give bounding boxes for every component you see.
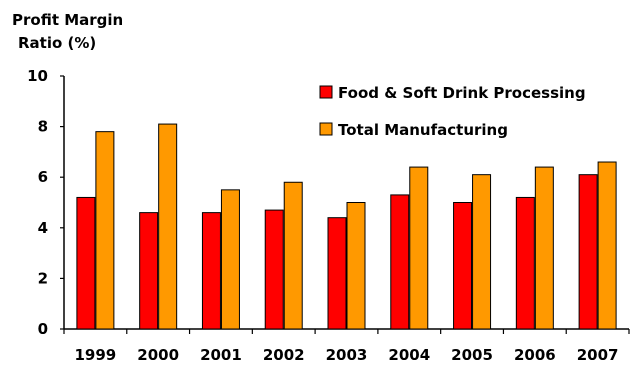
bar-total-manufacturing-2006 xyxy=(534,166,554,330)
x-tick-label: 2006 xyxy=(514,346,556,364)
bar-total-manufacturing-2001 xyxy=(220,189,240,330)
legend-label-food: Food & Soft Drink Processing xyxy=(338,84,586,102)
x-tick-label: 2001 xyxy=(200,346,242,364)
bar-food-2003 xyxy=(327,217,347,330)
x-tick-label: 2002 xyxy=(263,346,305,364)
y-tick-label: 8 xyxy=(38,118,48,136)
x-tick-label: 2000 xyxy=(137,346,179,364)
plot-area: 0 2 4 6 8 10 1999 2000 2001 2002 2003 2004 2005 2006 2… xyxy=(27,67,630,364)
x-tick-label: 2004 xyxy=(388,346,430,364)
y-tick-label: 10 xyxy=(27,67,48,85)
x-tick-label: 2005 xyxy=(451,346,493,364)
bar-food-2007 xyxy=(578,174,598,330)
bar-food-2002 xyxy=(264,209,284,330)
bar-total-manufacturing-1999 xyxy=(95,131,115,330)
bar-total-manufacturing-2003 xyxy=(346,202,366,330)
bar-total-manufacturing-2007 xyxy=(597,161,617,330)
bar-food-1999 xyxy=(76,196,96,330)
bar-food-2005 xyxy=(453,202,473,330)
legend-swatch-food xyxy=(319,85,333,99)
x-tick-label: 2007 xyxy=(577,346,619,364)
y-axis-label-line-2: Ratio (%) xyxy=(18,34,96,52)
bar-total-manufacturing-2005 xyxy=(472,174,492,330)
x-tick-label: 2003 xyxy=(326,346,368,364)
bar-total-manufacturing-2004 xyxy=(409,166,429,330)
y-tick-label: 6 xyxy=(38,168,48,186)
bar-food-2006 xyxy=(515,196,535,330)
bar-food-2004 xyxy=(390,194,410,330)
y-tick-label: 4 xyxy=(38,219,48,237)
y-axis-label-line-1: Profit Margin xyxy=(12,11,123,29)
legend-label-total-manufacturing: Total Manufacturing xyxy=(338,121,508,139)
bar-total-manufacturing-2002 xyxy=(283,181,303,330)
bar-total-manufacturing-2000 xyxy=(158,123,178,330)
bar-food-2000 xyxy=(139,212,159,330)
bar-food-2001 xyxy=(201,212,221,330)
y-tick-label: 0 xyxy=(38,320,48,338)
x-tick-label: 1999 xyxy=(75,346,117,364)
legend-swatch-total-manufacturing xyxy=(319,122,333,136)
legend: Food & Soft Drink Processing Total Manuf… xyxy=(319,84,586,139)
y-tick-label: 2 xyxy=(38,269,48,287)
